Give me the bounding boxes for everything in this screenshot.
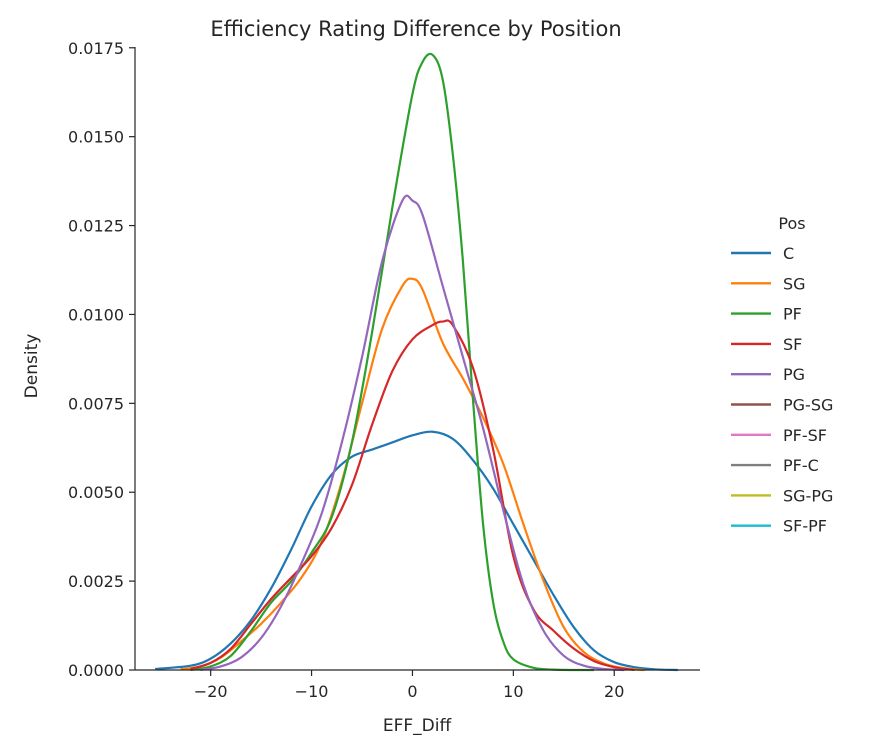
series-line-c	[155, 430, 678, 672]
legend-label: SF-PF	[783, 517, 827, 536]
legend-item-pf-c: PF-C	[731, 456, 819, 475]
legend-item-pf-sf: PF-SF	[731, 426, 827, 445]
legend-label: C	[783, 244, 794, 263]
legend-item-sg-pg: SG-PG	[731, 486, 833, 505]
legend-item-pg-sg: PG-SG	[731, 396, 833, 415]
legend: Pos C SG PF SF PG PG-SG PF-SF PF-C SG-PG SF-PF	[731, 214, 833, 536]
legend-item-sg: SG	[731, 274, 806, 293]
y-axis-ticks: 0.0000 0.0025 0.0050 0.0075 0.0100 0.0125 0.01…	[68, 39, 135, 680]
series-line-pg	[200, 194, 625, 672]
legend-item-sf: SF	[731, 335, 802, 354]
legend-item-c: C	[731, 244, 794, 263]
series-line-sf	[190, 319, 635, 672]
legend-label: SG-PG	[783, 486, 833, 505]
legend-item-sf-pf: SF-PF	[731, 517, 827, 536]
y-axis-title: Density	[22, 334, 42, 399]
legend-label: SF	[783, 335, 802, 354]
legend-label: SG	[783, 274, 806, 293]
x-tick-label: 0	[407, 682, 417, 701]
y-tick-label: 0.0100	[68, 305, 124, 324]
legend-title: Pos	[778, 214, 805, 233]
legend-label: PG-SG	[783, 396, 833, 415]
x-axis-ticks: −20 −10 0 10 20	[194, 670, 624, 701]
y-tick-label: 0.0025	[68, 572, 124, 591]
y-tick-label: 0.0125	[68, 217, 124, 236]
legend-label: PF	[783, 305, 802, 324]
series-line-pf	[190, 52, 595, 672]
x-tick-label: 10	[503, 682, 523, 701]
y-tick-label: 0.0175	[68, 39, 124, 58]
legend-item-pg: PG	[731, 365, 805, 384]
x-tick-label: 20	[604, 682, 624, 701]
legend-items: C SG PF SF PG PG-SG PF-SF PF-C SG-PG SF-PF	[731, 244, 833, 536]
chart-title: Efficiency Rating Difference by Position	[210, 17, 621, 41]
legend-label: PG	[783, 365, 805, 384]
legend-item-pf: PF	[731, 305, 802, 324]
y-tick-label: 0.0050	[68, 483, 124, 502]
series-line-sg	[180, 277, 645, 672]
legend-label: PF-C	[783, 456, 819, 475]
x-tick-label: −10	[295, 682, 329, 701]
legend-label: PF-SF	[783, 426, 827, 445]
plot-area: −20 −10 0 10 20 0.0000 0.0025 0.0050 0.0075 0.01…	[68, 39, 700, 701]
x-axis-title: EFF_Diff	[383, 716, 453, 736]
y-tick-label: 0.0000	[68, 661, 124, 680]
y-tick-label: 0.0075	[68, 394, 124, 413]
x-tick-label: −20	[194, 682, 228, 701]
series-layer	[155, 52, 678, 672]
y-tick-label: 0.0150	[68, 128, 124, 147]
